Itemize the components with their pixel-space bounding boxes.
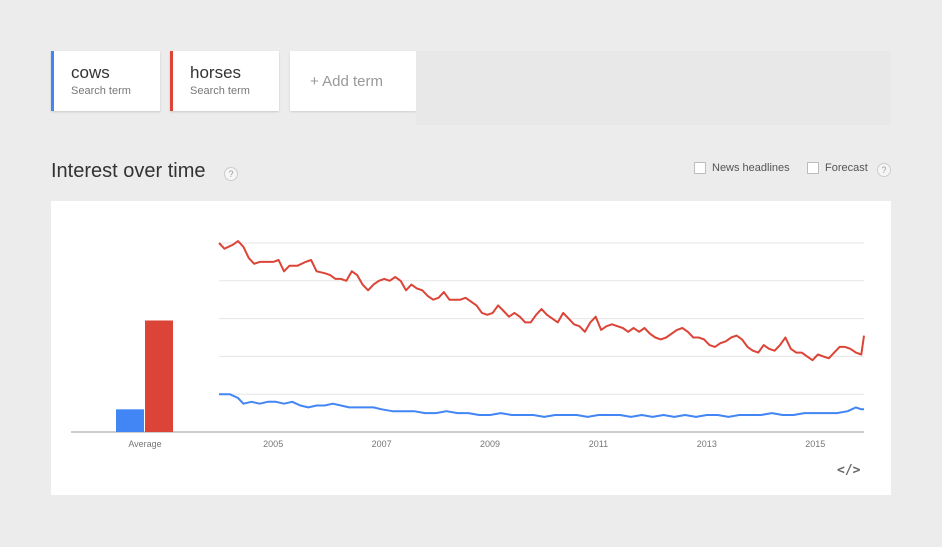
term-subtitle: Search term <box>71 85 131 97</box>
search-terms-bar: cows Search term horses Search term + Ad… <box>51 51 891 125</box>
term-name: cows <box>71 63 110 82</box>
x-tick-label: 2007 <box>372 439 392 449</box>
term-card-cows[interactable]: cows Search term <box>51 51 160 111</box>
term-color-stripe-cows <box>51 51 54 111</box>
chart-svg: Average 2005 2007 2009 2011 2013 2015 <box>71 240 865 449</box>
news-headlines-option[interactable]: News headlines <box>694 162 790 174</box>
average-bar-horses <box>145 320 173 432</box>
news-headlines-label: News headlines <box>712 162 790 174</box>
news-headlines-checkbox[interactable] <box>694 162 706 174</box>
term-name: horses <box>190 63 242 82</box>
series-line-horses <box>218 240 865 362</box>
term-card-horses[interactable]: horses Search term <box>170 51 279 111</box>
x-tick-label: 2015 <box>805 439 825 449</box>
forecast-checkbox[interactable] <box>807 162 819 174</box>
section-title: Interest over time <box>51 160 206 182</box>
average-bar-cows <box>116 409 144 432</box>
embed-code-icon[interactable]: </> <box>837 463 861 478</box>
add-term-button[interactable]: + Add term <box>290 51 416 111</box>
x-tick-label: 2009 <box>480 439 500 449</box>
terms-bar-background <box>416 51 891 125</box>
interest-over-time-chart: Average 2005 2007 2009 2011 2013 2015 </> <box>51 201 891 495</box>
forecast-option[interactable]: Forecast <box>807 162 868 174</box>
term-color-stripe-horses <box>170 51 173 111</box>
forecast-help-icon[interactable]: ? <box>877 163 891 177</box>
x-tick-label: 2013 <box>697 439 717 449</box>
series-line-cows <box>219 393 864 418</box>
x-tick-label: 2011 <box>589 439 608 449</box>
forecast-label: Forecast <box>825 162 868 174</box>
term-subtitle: Search term <box>190 85 250 97</box>
average-label: Average <box>128 439 161 449</box>
help-icon[interactable]: ? <box>224 167 238 181</box>
add-term-label: + Add term <box>310 73 383 90</box>
x-tick-label: 2005 <box>263 439 283 449</box>
